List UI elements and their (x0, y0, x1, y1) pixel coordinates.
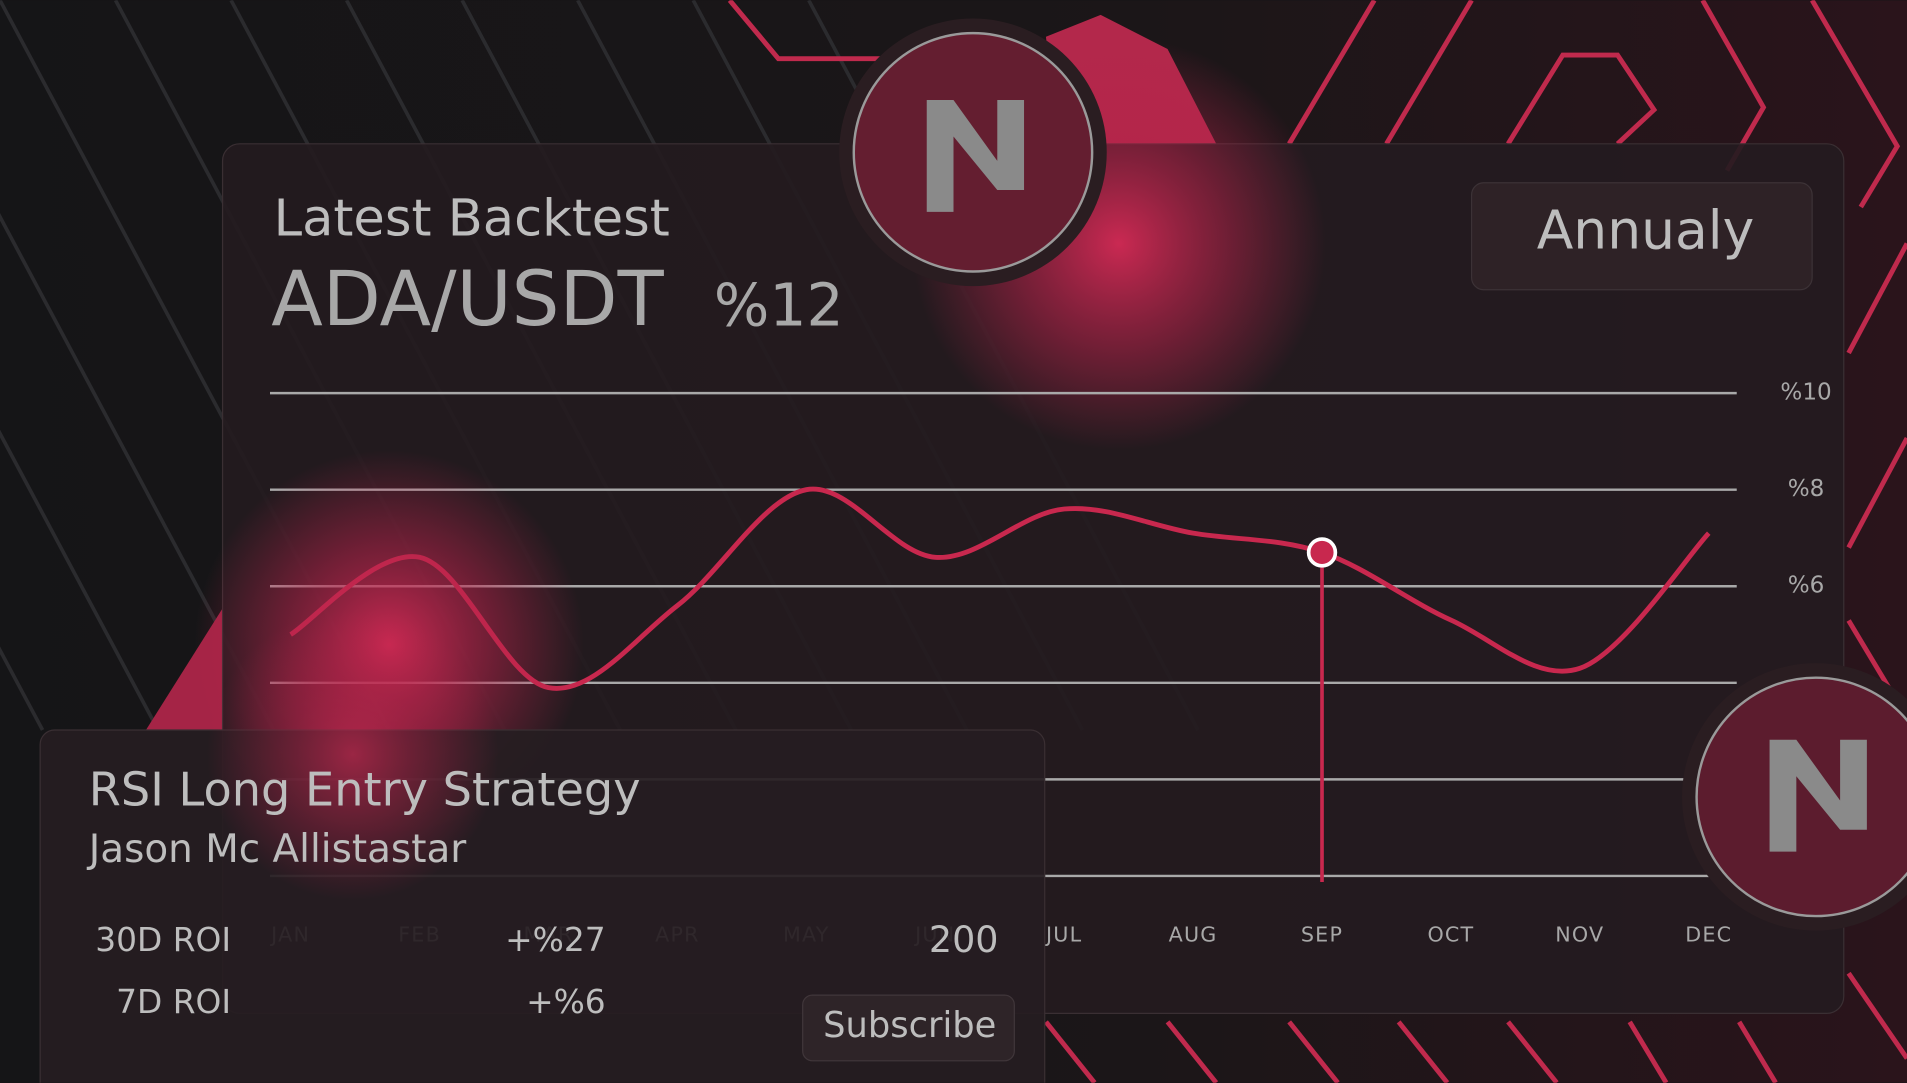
period-label[interactable]: Annualy (1537, 198, 1755, 261)
pair: ADA/USDT (271, 255, 664, 343)
change: %12 (714, 271, 844, 339)
highlight-point (1309, 539, 1336, 566)
x-tick-label: SEP (1301, 923, 1343, 947)
x-tick-label: NOV (1555, 923, 1604, 947)
y-tick-label: %10 (1780, 380, 1831, 406)
roi-label: 7D ROI (116, 983, 231, 1021)
strategy-author: Jason Mc Allistastar (86, 827, 467, 872)
roi-value: +%6 (526, 983, 606, 1021)
x-tick-label: DEC (1685, 923, 1732, 947)
canvas: Latest Backtest ADA/USDT %12 Annualy %0%… (0, 0, 1907, 1083)
x-tick-label: AUG (1169, 923, 1218, 947)
y-tick-label: %6 (1788, 573, 1825, 599)
x-tick-label: JUL (1044, 923, 1082, 947)
strategy-title: RSI Long Entry Strategy (89, 763, 641, 817)
y-tick-label: %8 (1788, 476, 1825, 502)
x-tick-label: OCT (1427, 923, 1474, 947)
screen: Latest Backtest ADA/USDT %12 Annualy %0%… (0, 0, 1907, 1083)
subtitle: Latest Backtest (274, 190, 670, 249)
subscribers: 200 (929, 918, 999, 961)
subscribe-label[interactable]: Subscribe (823, 1005, 996, 1046)
roi-label: 30D ROI (95, 921, 231, 959)
roi-value: +%27 (505, 921, 605, 959)
